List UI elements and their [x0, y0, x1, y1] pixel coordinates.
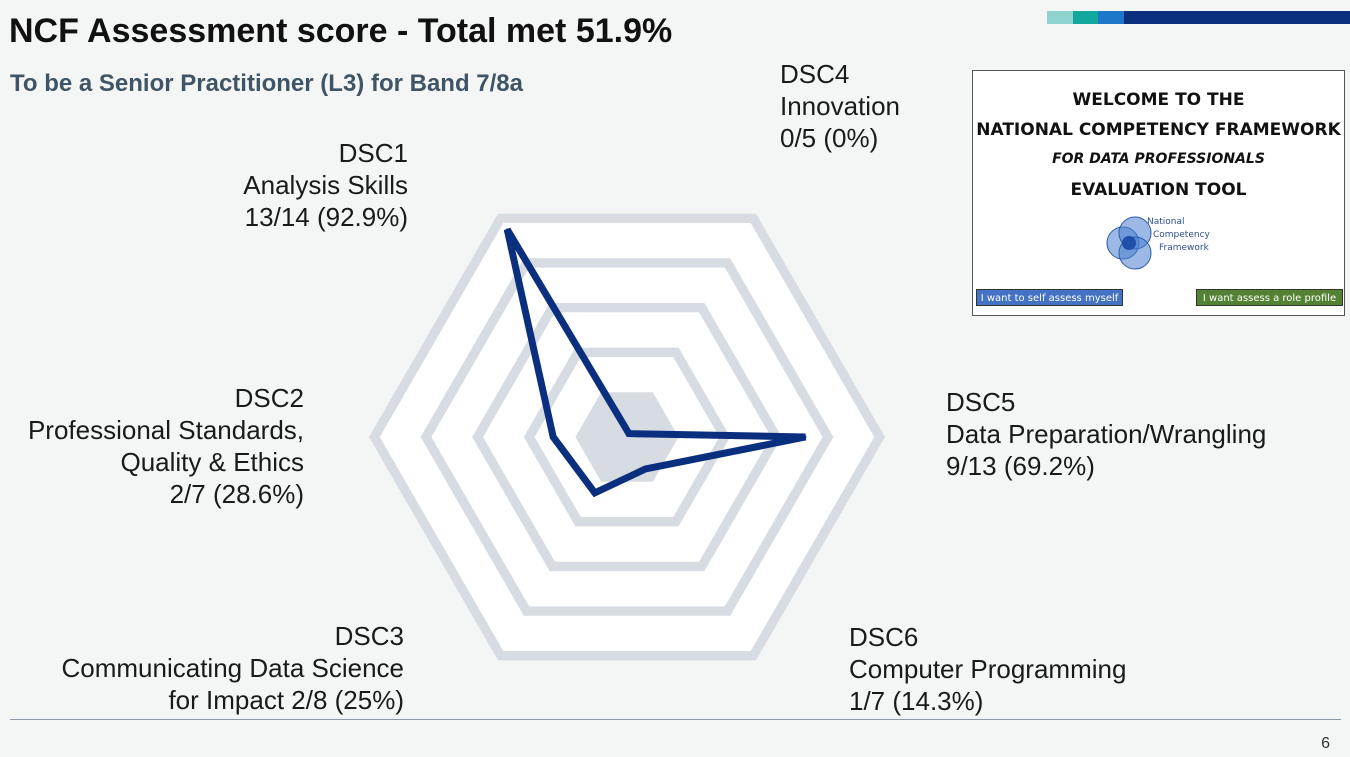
page-title: NCF Assessment score - Total met 51.9% [9, 12, 673, 50]
axis-score: 0/5 (0%) [780, 123, 879, 153]
footer-divider [10, 719, 1341, 720]
axis-score: 9/13 (69.2%) [946, 451, 1095, 481]
radar-point-dsc3 [593, 491, 596, 494]
axis-title: Data Preparation/Wrangling [946, 419, 1267, 449]
axis-title: Computer Programming [849, 654, 1127, 684]
axis-label-dsc2: DSC2 Professional Standards, Quality & E… [28, 382, 304, 510]
accent-segment-3 [1098, 11, 1124, 24]
axis-title: Analysis Skills [243, 170, 408, 200]
thumbnail-framework: NATIONAL COMPETENCY FRAMEWORK [976, 120, 1341, 140]
thumbnail-welcome: WELCOME TO THE [1072, 90, 1245, 110]
axis-code: DSC5 [946, 387, 1016, 417]
radar-point-dsc5 [804, 436, 807, 438]
radar-point-dsc4 [627, 432, 630, 435]
radar-series [503, 227, 807, 498]
axis-score: 2/7 (28.6%) [169, 479, 304, 509]
axis-score: for Impact 2/8 (25%) [168, 685, 404, 715]
thumbnail-tool: EVALUATION TOOL [1070, 180, 1247, 200]
self-assess-button[interactable]: I want to self assess myself [976, 289, 1123, 306]
axis-code: DSC2 [234, 383, 304, 413]
page-number: 6 [1321, 735, 1330, 752]
radar-point-dsc2 [552, 436, 555, 438]
axis-code: DSC4 [780, 59, 850, 89]
accent-segment-2 [1073, 11, 1098, 24]
axis-title: Professional Standards, [27, 415, 304, 445]
evaluation-tool-thumbnail: WELCOME TO THE NATIONAL COMPETENCY FRAME… [972, 70, 1345, 316]
ncf-logo-icon [1106, 216, 1152, 270]
axis-title: Communicating Data Science [61, 653, 405, 683]
axis-code: DSC1 [338, 138, 408, 168]
axis-label-dsc1: DSC1 Analysis Skills 13/14 (92.9%) [243, 137, 408, 233]
axis-score: 1/7 (14.3%) [849, 686, 984, 716]
axis-title: Innovation [780, 91, 900, 121]
radar-point-dsc1 [506, 228, 509, 231]
accent-segment-1 [1047, 11, 1073, 24]
axis-title-cont: Quality & Ethics [120, 447, 304, 477]
axis-label-dsc4: DSC4 Innovation 0/5 (0%) [780, 58, 900, 154]
axis-code: DSC6 [849, 622, 919, 652]
thumbnail-audience: FOR DATA PROFESSIONALS [1052, 151, 1265, 167]
axis-code: DSC3 [334, 621, 404, 651]
axis-label-dsc5: DSC5 Data Preparation/Wrangling 9/13 (69… [946, 386, 1266, 482]
axis-score: 13/14 (92.9%) [244, 202, 408, 232]
accent-segment-4 [1124, 11, 1350, 24]
page-subtitle: To be a Senior Practitioner (L3) for Ban… [10, 70, 523, 97]
role-profile-button[interactable]: I want assess a role profile [1196, 289, 1343, 306]
axis-label-dsc3: DSC3 Communicating Data Science for Impa… [62, 620, 405, 716]
axis-label-dsc6: DSC6 Computer Programming 1/7 (14.3%) [849, 621, 1126, 717]
logo-text: National Competency Framework [1147, 217, 1210, 253]
radar-point-dsc6 [644, 467, 647, 470]
